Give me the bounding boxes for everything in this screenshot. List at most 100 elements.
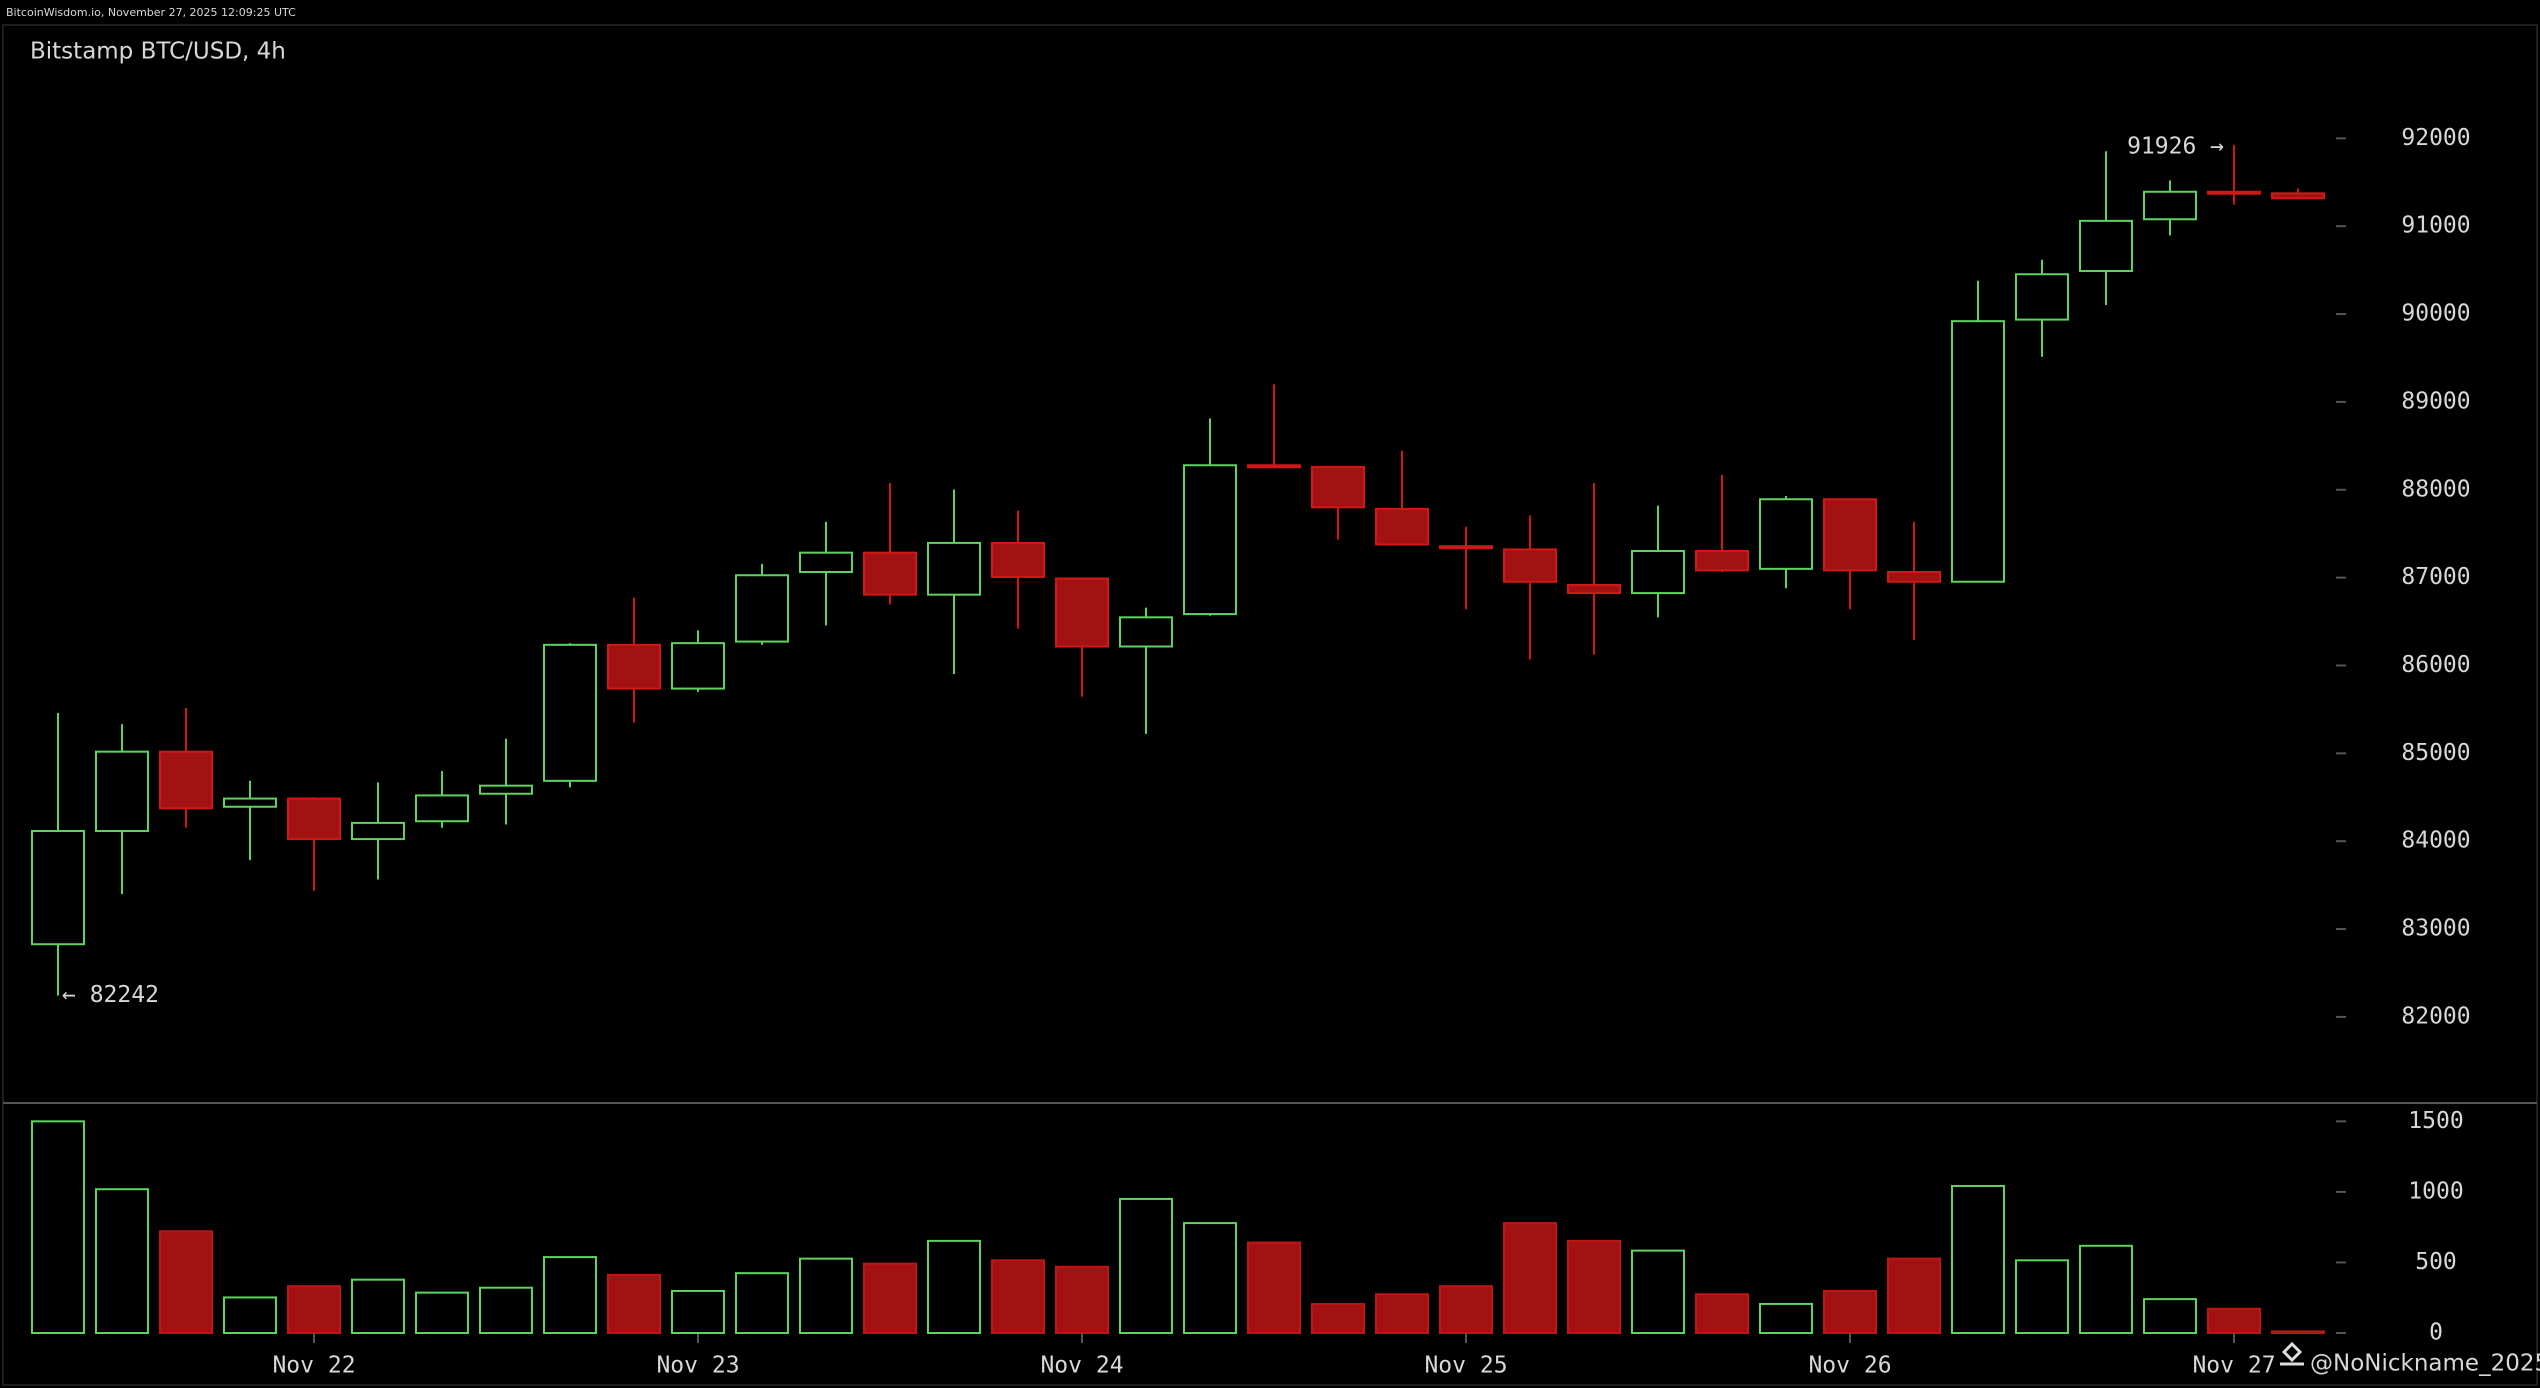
y-tick-label: 87000	[2401, 564, 2470, 590]
volume-bar	[927, 1239, 981, 1334]
volume-bar	[287, 1285, 341, 1334]
volume-bar	[479, 1286, 533, 1335]
volume-bar	[1311, 1302, 1365, 1334]
high-annotation: 91926 →	[2127, 133, 2224, 159]
x-tick-label: Nov 24	[1040, 1353, 1123, 1379]
candle-body	[1823, 498, 1877, 572]
candle-body	[1631, 549, 1685, 595]
volume-bar	[1439, 1285, 1493, 1334]
volume-bar	[2271, 1330, 2325, 1335]
candle-body	[671, 642, 725, 690]
volume-bar	[1887, 1257, 1941, 1335]
volume-bar	[991, 1259, 1045, 1335]
y-tick-label: 85000	[2401, 740, 2470, 766]
candle-body	[415, 794, 469, 823]
volume-bar	[2079, 1244, 2133, 1334]
volume-bar	[671, 1289, 725, 1335]
volume-bar	[95, 1188, 149, 1334]
volume-bar	[1631, 1249, 1685, 1334]
candle-body	[2015, 273, 2069, 321]
candle-body	[2143, 190, 2197, 221]
volume-bar	[2143, 1298, 2197, 1335]
candle-body	[1311, 465, 1365, 509]
candle-body	[927, 541, 981, 596]
volume-bar	[1247, 1241, 1301, 1334]
y-tick-label: 86000	[2401, 652, 2470, 678]
candle-body	[1503, 548, 1557, 583]
candle-body	[863, 551, 917, 596]
candle-body	[2271, 192, 2325, 200]
volume-y-tick-label: 500	[2415, 1249, 2457, 1275]
candle-body	[1695, 549, 1749, 572]
candle-body	[1567, 583, 1621, 595]
candle-body	[1439, 545, 1493, 550]
x-tick-label: Nov 23	[656, 1353, 739, 1379]
y-tick-label: 89000	[2401, 388, 2470, 414]
y-tick-label: 90000	[2401, 301, 2470, 327]
candle-body	[1759, 498, 1813, 570]
volume-bar	[863, 1262, 917, 1334]
volume-bar	[1823, 1289, 1877, 1335]
candle-body	[1055, 577, 1109, 648]
watermark: @NoNickname_2025	[2280, 1341, 2540, 1377]
y-tick-label: 83000	[2401, 916, 2470, 942]
volume-bar	[1375, 1293, 1429, 1334]
volume-y-tick-label: 1000	[2408, 1178, 2463, 1204]
volume-bar	[31, 1120, 85, 1334]
volume-bar	[543, 1256, 597, 1335]
candle-body	[287, 797, 341, 841]
volume-bar	[223, 1296, 277, 1335]
candle-body	[991, 541, 1045, 578]
y-tick-label: 82000	[2401, 1003, 2470, 1029]
x-tick-label: Nov 22	[272, 1353, 355, 1379]
candle-body	[1375, 507, 1429, 546]
header-text: BitcoinWisdom.io, November 27, 2025 12:0…	[6, 6, 296, 19]
volume-bar	[1759, 1302, 1813, 1334]
candle-body	[1183, 464, 1237, 616]
candle-body	[95, 750, 149, 832]
volume-bar	[2015, 1259, 2069, 1335]
volume-bar	[1055, 1265, 1109, 1335]
chart-title: Bitstamp BTC/USD, 4h	[30, 39, 286, 65]
candle-body	[735, 574, 789, 643]
candle-body	[1887, 570, 1941, 583]
candle-body	[2207, 190, 2261, 195]
volume-bar	[1951, 1184, 2005, 1335]
volume-bar	[159, 1230, 213, 1334]
volume-bar	[1503, 1222, 1557, 1334]
candle-body	[223, 797, 277, 808]
x-tick-label: Nov 26	[1808, 1353, 1891, 1379]
candle-body	[1247, 464, 1301, 469]
watermark-icon	[2280, 1341, 2304, 1366]
volume-y-tick-label: 1500	[2408, 1108, 2463, 1134]
y-tick-label: 91000	[2401, 213, 2470, 239]
volume-bar	[351, 1278, 405, 1335]
volume-bar	[607, 1273, 661, 1334]
volume-bar	[1183, 1222, 1237, 1334]
y-tick-label: 88000	[2401, 476, 2470, 502]
volume-bar	[1119, 1197, 1173, 1334]
volume-bar	[2207, 1307, 2261, 1335]
volume-bar	[799, 1257, 853, 1335]
candle-body	[351, 821, 405, 841]
volume-y-tick-label: 0	[2429, 1320, 2443, 1346]
y-tick-label: 84000	[2401, 828, 2470, 854]
panel-frame	[2, 24, 2538, 1386]
candle-body	[31, 829, 85, 946]
volume-bar	[735, 1272, 789, 1334]
x-tick-label: Nov 27	[2192, 1353, 2275, 1379]
volume-bar	[415, 1291, 469, 1334]
candle-body	[479, 784, 533, 795]
candle-body	[1951, 320, 2005, 583]
low-annotation: ← 82242	[62, 982, 159, 1008]
volume-bar	[1695, 1293, 1749, 1334]
x-tick-label: Nov 25	[1424, 1353, 1507, 1379]
candle-body	[159, 750, 213, 810]
candle-body	[607, 643, 661, 690]
volume-bar	[1567, 1239, 1621, 1334]
candle-body	[1119, 616, 1173, 648]
candle-body	[799, 551, 853, 573]
candle-body	[543, 643, 597, 782]
